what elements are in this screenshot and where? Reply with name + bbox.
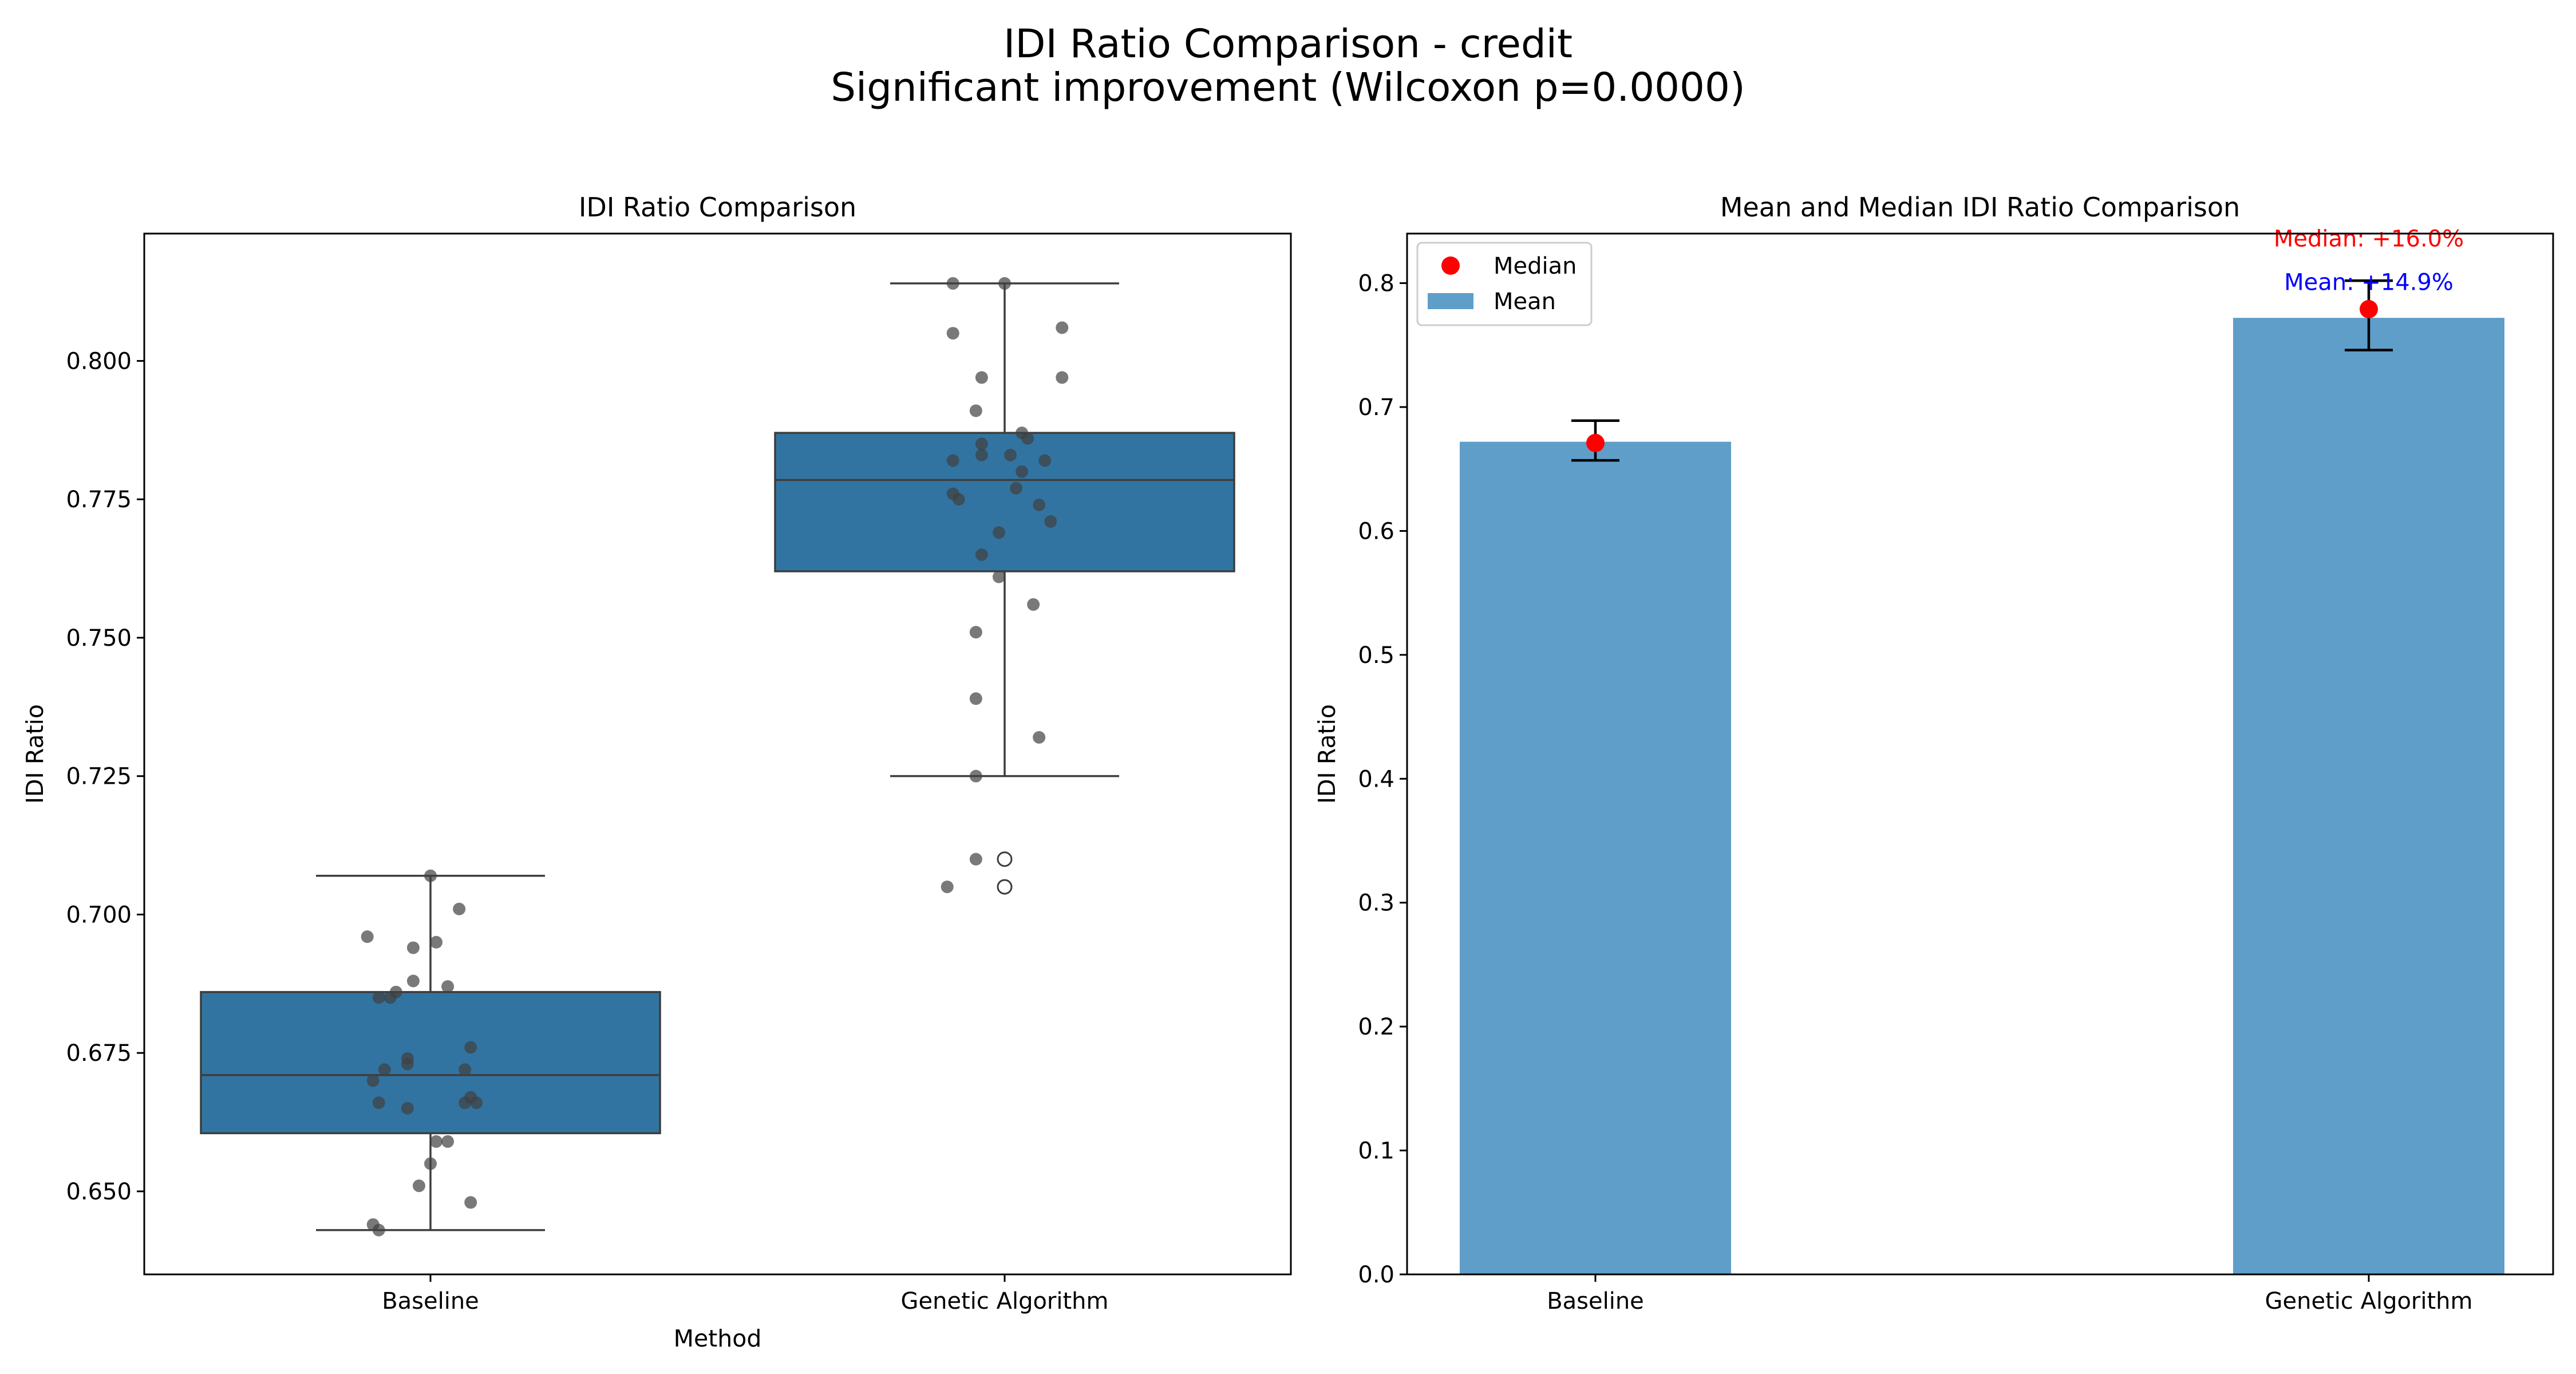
jitter-point [459,1096,472,1110]
x-tick-label: Baseline [382,1288,479,1314]
y-tick-label: 0.0 [1358,1262,1394,1288]
jitter-point [969,692,982,705]
jitter-point [941,881,954,894]
jitter-point [401,1101,414,1115]
outlier-point [997,879,1013,895]
jitter-point [1038,454,1052,467]
jitter-point [1016,465,1029,478]
jitter-point [952,493,965,506]
figure-title: IDI Ratio Comparison - credit [1003,21,1573,67]
y-tick-label: 0.650 [66,1179,132,1205]
y-axis-label: IDI Ratio [21,704,49,804]
jitter-point [992,570,1005,583]
y-tick-label: 0.700 [66,902,132,928]
figure-subtitle: Significant improvement (Wilcoxon p=0.00… [831,65,1745,110]
y-tick-label: 0.1 [1358,1138,1394,1164]
jitter-point [1027,598,1040,611]
median-point [2360,300,2378,319]
y-tick-label: 0.775 [66,487,132,513]
jitter-point [1056,321,1069,334]
legend: Median Mean [1416,242,1593,326]
jitter-point [459,1063,472,1076]
jitter-point [1033,731,1046,744]
x-axis-label: Method [674,1325,762,1352]
x-tick-label: Genetic Algorithm [2265,1288,2473,1314]
jitter-point [401,1057,414,1071]
x-tick-label: Baseline [1547,1288,1644,1314]
bar-frame [1406,232,2554,1276]
jitter-point [372,991,385,1004]
jitter-point [1044,515,1057,528]
jitter-point [464,1196,477,1209]
outlier-point [997,851,1013,867]
y-tick-label: 0.5 [1358,642,1394,669]
y-tick-label: 0.2 [1358,1014,1394,1040]
y-tick-label: 0.750 [66,625,132,652]
x-tick-label: Genetic Algorithm [901,1288,1109,1314]
jitter-point [998,277,1011,290]
jitter-point [1033,498,1046,511]
legend-mean-label: Mean [1494,289,1556,315]
legend-median-marker [1441,256,1460,275]
jitter-point [464,1041,477,1054]
jitter-point [946,454,959,467]
annotation-label: Mean: +14.9% [2284,269,2453,295]
jitter-point [372,1223,385,1237]
jitter-point [1010,481,1023,495]
y-tick-label: 0.7 [1358,394,1394,421]
y-axis-label: IDI Ratio [1313,704,1341,804]
y-tick-label: 0.800 [66,348,132,374]
mean-bar-genetic-algorithm [2233,318,2504,1275]
jitter-point [453,902,466,915]
jitter-point [372,1096,385,1110]
boxplot-frame [143,232,1292,1276]
median-point [1586,433,1605,452]
jitter-point [384,991,397,1004]
jitter-point [969,769,982,783]
y-tick-label: 0.4 [1358,766,1394,792]
jitter-point [424,1157,437,1170]
jitter-point [406,941,420,954]
jitter-point [378,1063,391,1076]
boxplot-axes: IDI Ratio Comparison 0.650 0.675 0.700 0.725… [21,192,1292,1352]
legend-mean-swatch [1428,293,1473,309]
mean-bar-baseline [1460,441,1731,1274]
jitter-point [1021,432,1034,445]
jitter-point [430,1135,443,1148]
y-tick-label: 0.8 [1358,271,1394,297]
jitter-point [441,1135,455,1148]
jitter-point [1004,448,1017,461]
bar-title: Mean and Median IDI Ratio Comparison [1720,192,2240,223]
jitter-point [412,1179,425,1193]
jitter-point [969,404,982,417]
y-tick-label: 0.3 [1358,890,1394,917]
jitter-point [441,980,455,993]
jitter-point [406,974,420,988]
jitter-point [946,277,959,290]
y-tick-label: 0.675 [66,1040,132,1067]
jitter-point [969,852,982,866]
jitter-point [424,869,437,882]
bar-axes: Mean and Median IDI Ratio Comparison 0.0 0… [1313,192,2554,1314]
jitter-point [992,526,1005,539]
jitter-point [430,935,443,949]
jitter-point [975,371,988,384]
y-tick-label: 0.725 [66,764,132,790]
jitter-point [361,930,374,943]
jitter-point [470,1096,483,1110]
jitter-point [975,548,988,561]
y-tick-label: 0.6 [1358,518,1394,544]
jitter-point [946,327,959,340]
jitter-point [969,626,982,639]
annotation-label: Median: +16.0% [2274,226,2464,252]
jitter-point [975,437,988,451]
jitter-point [975,448,988,461]
jitter-point [366,1074,380,1087]
legend-median-label: Median [1494,253,1577,279]
boxplot-title: IDI Ratio Comparison [579,192,856,223]
jitter-point [1056,371,1069,384]
box-baseline [200,991,661,1135]
